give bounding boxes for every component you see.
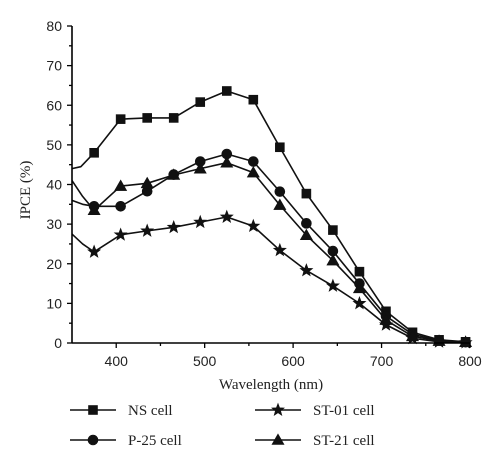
data-point-triangle <box>220 156 234 168</box>
legend-label: ST-01 cell <box>313 403 375 419</box>
legend: NS cell ST-01 cell P-25 cell ST-21 cell <box>70 402 375 449</box>
legend-marker-square <box>88 405 98 415</box>
series-st-01-cell <box>71 209 473 349</box>
axes: 0 10 20 30 40 50 60 70 80 400 500 600 700 800 <box>46 18 481 369</box>
data-point-square <box>115 114 126 124</box>
y-axis-label: IPCE (%) <box>18 161 34 220</box>
y-tick-label: 30 <box>46 216 62 232</box>
y-tick-label: 60 <box>46 97 62 113</box>
data-point-star <box>166 219 181 234</box>
legend-item-p-25-cell: P-25 cell <box>70 433 182 449</box>
series-p-25-cell <box>71 148 471 348</box>
data-point-triangle <box>326 253 340 266</box>
data-point-circle <box>248 156 259 167</box>
data-point-triangle <box>299 228 313 241</box>
y-tick-label: 80 <box>46 18 62 34</box>
data-point-triangle <box>193 162 207 174</box>
legend-label: NS cell <box>128 403 173 419</box>
legend-item-st-21-cell: ST-21 cell <box>255 433 375 449</box>
x-tick-label: 600 <box>281 353 305 369</box>
data-point-triangle <box>167 168 181 180</box>
data-point-star <box>113 227 128 241</box>
data-point-square <box>168 113 179 123</box>
series-line <box>71 90 466 343</box>
data-point-square <box>89 148 99 158</box>
series-line <box>71 216 466 344</box>
data-point-square <box>354 266 365 277</box>
data-point-square <box>221 86 232 96</box>
data-point-star <box>219 209 234 223</box>
data-point-triangle <box>352 281 366 294</box>
data-point-triangle <box>140 176 154 189</box>
x-tick-label: 800 <box>458 353 482 369</box>
data-point-square <box>301 188 312 199</box>
legend-label: ST-21 cell <box>313 433 375 449</box>
data-point-circle <box>301 218 312 229</box>
legend-label: P-25 cell <box>128 433 182 449</box>
y-tick-label: 70 <box>46 58 62 74</box>
data-point-circle <box>115 200 126 212</box>
legend-marker-circle <box>87 434 99 446</box>
y-tick-label: 50 <box>46 137 62 153</box>
x-axis-label: Wavelength (nm) <box>219 377 323 393</box>
data-point-square <box>142 113 152 123</box>
data-point-square <box>248 94 259 105</box>
legend-marker-triangle <box>271 433 285 445</box>
data-point-triangle <box>459 335 473 348</box>
series-ns-cell <box>71 86 471 347</box>
x-tick-label: 700 <box>370 353 394 369</box>
data-point-star <box>193 214 208 229</box>
data-point-star <box>272 242 287 257</box>
data-point-square <box>275 142 285 153</box>
y-tick-label: 40 <box>46 177 62 193</box>
data-point-triangle <box>273 198 287 210</box>
data-point-triangle <box>379 313 393 325</box>
data-point-circle <box>274 186 286 197</box>
series-st-21-cell <box>71 156 473 348</box>
data-point-star <box>246 218 261 233</box>
legend-marker-star <box>271 402 285 416</box>
data-point-triangle <box>87 203 101 216</box>
data-point-square <box>328 225 338 235</box>
data-point-star <box>299 263 314 277</box>
series-line <box>71 161 466 344</box>
data-point-triangle <box>114 179 128 191</box>
data-point-star <box>352 296 367 310</box>
data-point-star <box>325 278 340 292</box>
data-point-triangle <box>405 329 420 342</box>
data-point-square <box>195 97 206 107</box>
y-tick-label: 20 <box>46 256 62 272</box>
data-point-star <box>87 244 102 258</box>
data-point-star <box>140 223 155 237</box>
plot-area <box>71 86 473 349</box>
x-tick-label: 500 <box>193 353 217 369</box>
y-tick-label: 10 <box>46 295 62 311</box>
legend-item-ns-cell: NS cell <box>70 403 173 419</box>
x-tick-label: 400 <box>105 353 129 369</box>
legend-item-st-01-cell: ST-01 cell <box>255 402 375 419</box>
series-line <box>71 153 466 344</box>
y-tick-label: 0 <box>54 335 62 351</box>
data-point-triangle <box>246 166 260 178</box>
